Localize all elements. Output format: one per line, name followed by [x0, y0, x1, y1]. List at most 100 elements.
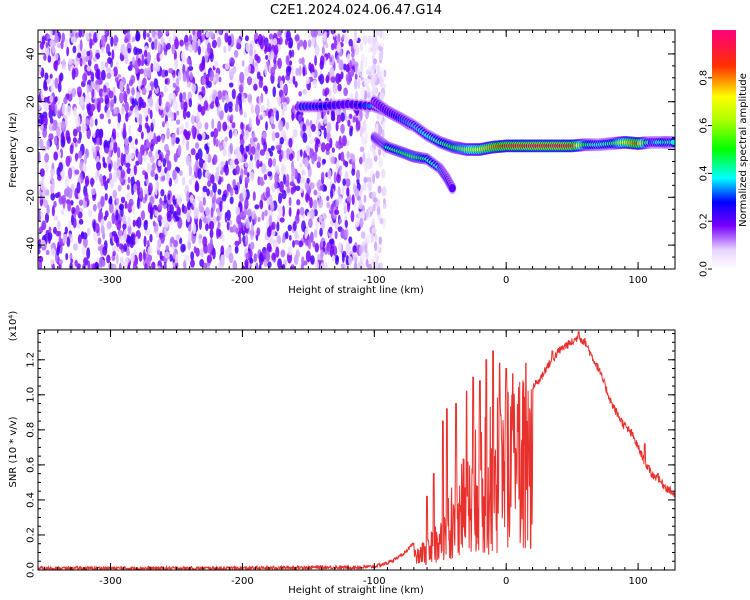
- spectrogram-noise-cell: [171, 133, 176, 145]
- spectrogram-noise-cell: [219, 110, 224, 121]
- spectrogram-noise-cell: [39, 138, 44, 150]
- spectrogram-noise-cell: [116, 157, 121, 168]
- spectrogram-noise-cell: [327, 169, 332, 180]
- spectrogram-noise-cell: [305, 77, 310, 85]
- spectrogram-noise-cell: [289, 181, 295, 187]
- spectrogram-noise-cell: [47, 231, 53, 241]
- spectrogram-noise-cell: [326, 201, 331, 209]
- spectrogram-noise-cell: [320, 220, 326, 230]
- spectrogram-noise-cell: [238, 236, 242, 245]
- spectrogram-noise-cell: [288, 234, 292, 241]
- spectrogram-noise-cell: [251, 146, 256, 155]
- spectrogram-noise-cell: [260, 92, 264, 103]
- snr-xtick-label: -200: [231, 576, 254, 587]
- spectrogram-noise-cell: [84, 191, 89, 202]
- spectrogram-noise-cell: [270, 51, 275, 60]
- spectrogram-noise-cell: [288, 137, 293, 148]
- spectrogram-noise-cell: [248, 117, 252, 128]
- spectrogram-noise-cell: [359, 217, 364, 228]
- spectrogram-noise-cell: [161, 135, 165, 144]
- spectrogram-noise-cell: [353, 38, 357, 50]
- spectrogram-noise-cell: [50, 247, 56, 257]
- spectrogram-noise-cell: [114, 76, 119, 83]
- spectrogram-noise-cell: [58, 74, 62, 85]
- spectrogram-ytick-label: 20: [26, 95, 37, 108]
- spectrogram-noise-cell: [314, 260, 320, 269]
- spectrogram-noise-cell: [344, 32, 349, 45]
- spectrogram-noise-cell: [301, 169, 306, 176]
- spectrogram-noise-cell: [187, 44, 193, 53]
- spectrogram-noise-cell: [266, 226, 272, 238]
- spectrogram-noise-cell: [165, 244, 170, 252]
- spectrogram-noise-cell: [224, 30, 230, 34]
- spectrogram-noise-cell: [96, 68, 101, 81]
- spectrogram-noise-cell: [120, 105, 125, 116]
- spectrogram-noise-cell: [128, 124, 132, 136]
- spectrogram-noise-cell: [88, 208, 93, 218]
- spectrogram-noise-cell: [294, 229, 298, 240]
- spectrogram-noise-cell: [216, 207, 220, 216]
- spectrogram-noise-cell: [56, 191, 61, 198]
- spectrogram-noise-cell: [150, 122, 154, 133]
- spectrogram-noise-cell: [131, 87, 135, 96]
- spectrogram-noise-cell: [232, 260, 238, 269]
- spectrogram-noise-cell: [259, 199, 264, 210]
- spectrogram-noise-cell: [351, 57, 356, 66]
- spectrogram-noise-cell: [280, 249, 286, 258]
- spectrogram-noise-cell: [144, 193, 148, 202]
- spectrogram-noise-cell: [173, 199, 177, 206]
- spectrogram-noise-cell: [230, 114, 234, 122]
- spectrogram-noise-cell: [338, 165, 343, 171]
- spectrogram-noise-cell: [169, 204, 174, 215]
- spectrogram-noise-cell: [47, 55, 52, 63]
- spectrogram-noise-cell: [366, 158, 372, 170]
- spectrogram-noise-cell: [161, 121, 166, 128]
- spectrogram-noise-cell: [144, 171, 148, 180]
- spectrogram-noise-cell: [291, 166, 296, 177]
- spectrogram-noise-cell: [149, 196, 155, 205]
- spectrogram-noise-cell: [121, 214, 126, 224]
- spectrogram-noise-cell: [171, 44, 176, 55]
- spectrogram-noise-cell: [83, 257, 89, 266]
- spectrogram-noise-cell: [192, 222, 197, 235]
- spectrogram-noise-cell: [312, 241, 316, 248]
- spectrogram-noise-cell: [375, 30, 380, 36]
- spectrogram-noise-cell: [343, 159, 346, 166]
- spectrogram-noise-cell: [197, 30, 202, 40]
- spectrogram-noise-cell: [73, 59, 77, 65]
- spectrogram-xtick-label: 100: [629, 275, 648, 286]
- spectrogram-noise-cell: [113, 161, 118, 172]
- spectrogram-noise-cell: [261, 211, 265, 221]
- spectrogram-noise-cell: [319, 185, 324, 191]
- spectrogram-noise-cell: [43, 102, 49, 112]
- spectrogram-noise-cell: [157, 214, 163, 222]
- spectrogram-noise-cell: [74, 169, 80, 175]
- spectrogram-noise-cell: [330, 156, 335, 165]
- spectrogram-noise-cell: [325, 74, 330, 83]
- spectrogram-noise-cell: [333, 171, 337, 184]
- spectrogram-noise-cell: [166, 127, 170, 140]
- spectrogram-noise-cell: [185, 120, 189, 129]
- spectrogram-noise-cell: [202, 236, 208, 247]
- spectrogram-noise-cell: [364, 56, 368, 68]
- spectrogram-noise-cell: [175, 137, 180, 144]
- spectrogram-noise-cell: [207, 180, 212, 187]
- spectrogram-noise-cell: [315, 130, 321, 136]
- spectrogram-noise-cell: [179, 237, 183, 245]
- spectrogram-noise-cell: [173, 153, 178, 163]
- spectrogram-noise-cell: [343, 87, 348, 97]
- spectrogram-noise-cell: [39, 168, 45, 177]
- spectrogram-noise-cell: [244, 153, 248, 160]
- spectrogram-noise-cell: [299, 149, 303, 157]
- spectrogram-noise-cell: [226, 221, 230, 231]
- spectrogram-noise-cell: [188, 34, 193, 43]
- spectrogram-noise-cell: [207, 80, 212, 88]
- spectrogram-noise-cell: [342, 178, 347, 186]
- spectrogram-noise-cell: [38, 118, 44, 124]
- spectrogram-noise-cell: [166, 160, 172, 171]
- spectrogram-noise-cell: [308, 218, 313, 229]
- spectrogram-noise-cell: [96, 161, 102, 171]
- spectrogram-noise-cell: [217, 120, 222, 133]
- spectrogram-noise-cell: [54, 52, 59, 61]
